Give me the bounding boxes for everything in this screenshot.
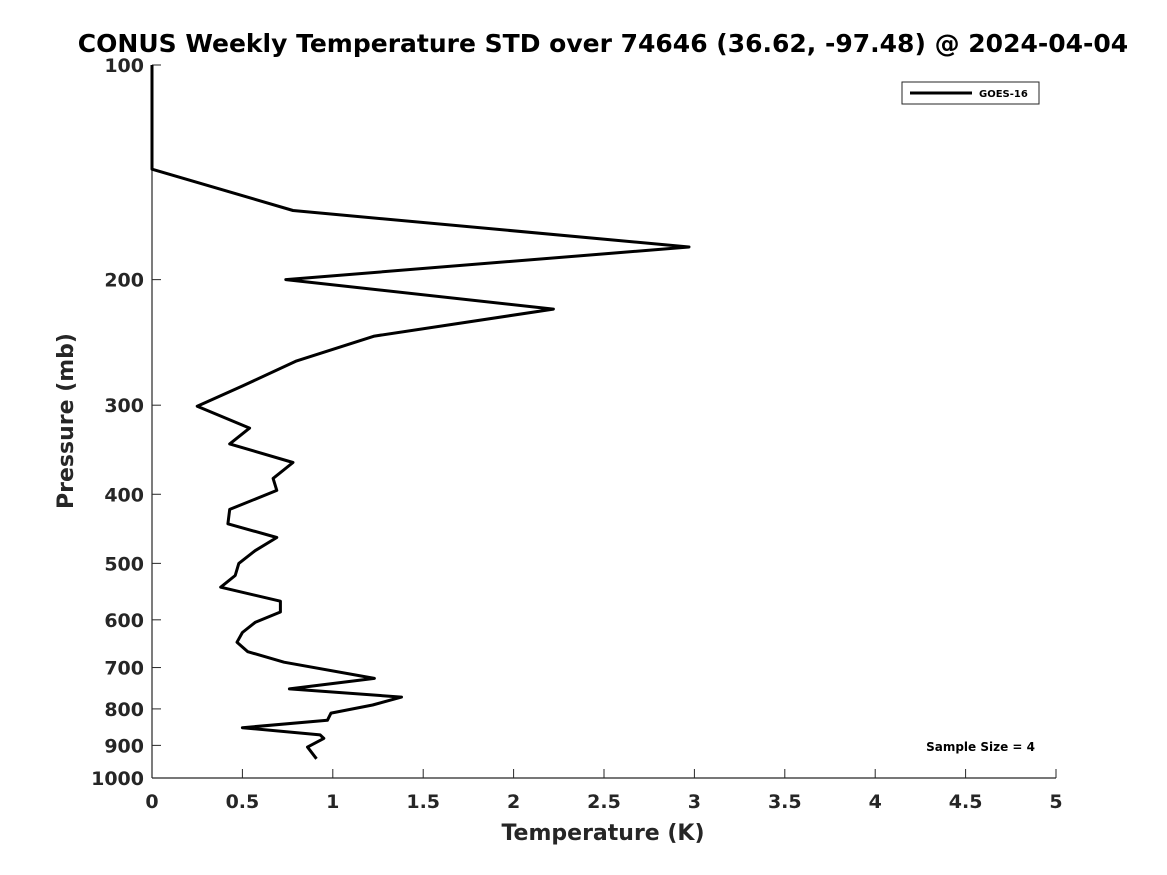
x-axis-ticks: 0 0.5 1 1.5 2 2.5 3 3.5 4 4.5 5 xyxy=(145,769,1063,813)
y-tick-label: 600 xyxy=(104,610,144,632)
x-tick-label: 1 xyxy=(326,791,339,813)
y-axis-ticks: 100 200 300 400 500 600 700 800 900 1000 xyxy=(91,55,161,790)
series-layer xyxy=(150,65,691,760)
y-tick-label: 700 xyxy=(104,658,144,680)
y-tick-label: 900 xyxy=(104,735,144,757)
x-tick-label: 1.5 xyxy=(406,791,440,813)
y-tick-label: 1000 xyxy=(91,768,144,790)
x-tick-label: 0.5 xyxy=(226,791,260,813)
legend: GOES-16 xyxy=(901,81,1040,105)
legend-label-goes-16: GOES-16 xyxy=(979,89,1028,100)
y-tick-label: 500 xyxy=(104,553,144,575)
x-tick-label: 2.5 xyxy=(587,791,621,813)
y-tick-label: 400 xyxy=(104,484,144,506)
y-tick-label: 800 xyxy=(104,699,144,721)
x-tick-label: 5 xyxy=(1049,791,1062,813)
x-axis-label: Temperature (K) xyxy=(501,821,704,846)
sample-size-annotation: Sample Size = 4 xyxy=(926,740,1035,754)
chart-title: CONUS Weekly Temperature STD over 74646 … xyxy=(78,29,1128,58)
y-tick-label: 200 xyxy=(104,270,144,292)
x-tick-label: 2 xyxy=(507,791,520,813)
y-tick-label: 300 xyxy=(104,395,144,417)
y-axis-label: Pressure (mb) xyxy=(54,333,79,509)
x-tick-label: 0 xyxy=(145,791,158,813)
x-tick-label: 4.5 xyxy=(949,791,983,813)
series-line-goes-16 xyxy=(150,65,691,760)
x-tick-label: 3.5 xyxy=(768,791,802,813)
x-tick-label: 3 xyxy=(688,791,701,813)
x-tick-label: 4 xyxy=(869,791,882,813)
y-tick-label: 100 xyxy=(104,55,144,77)
